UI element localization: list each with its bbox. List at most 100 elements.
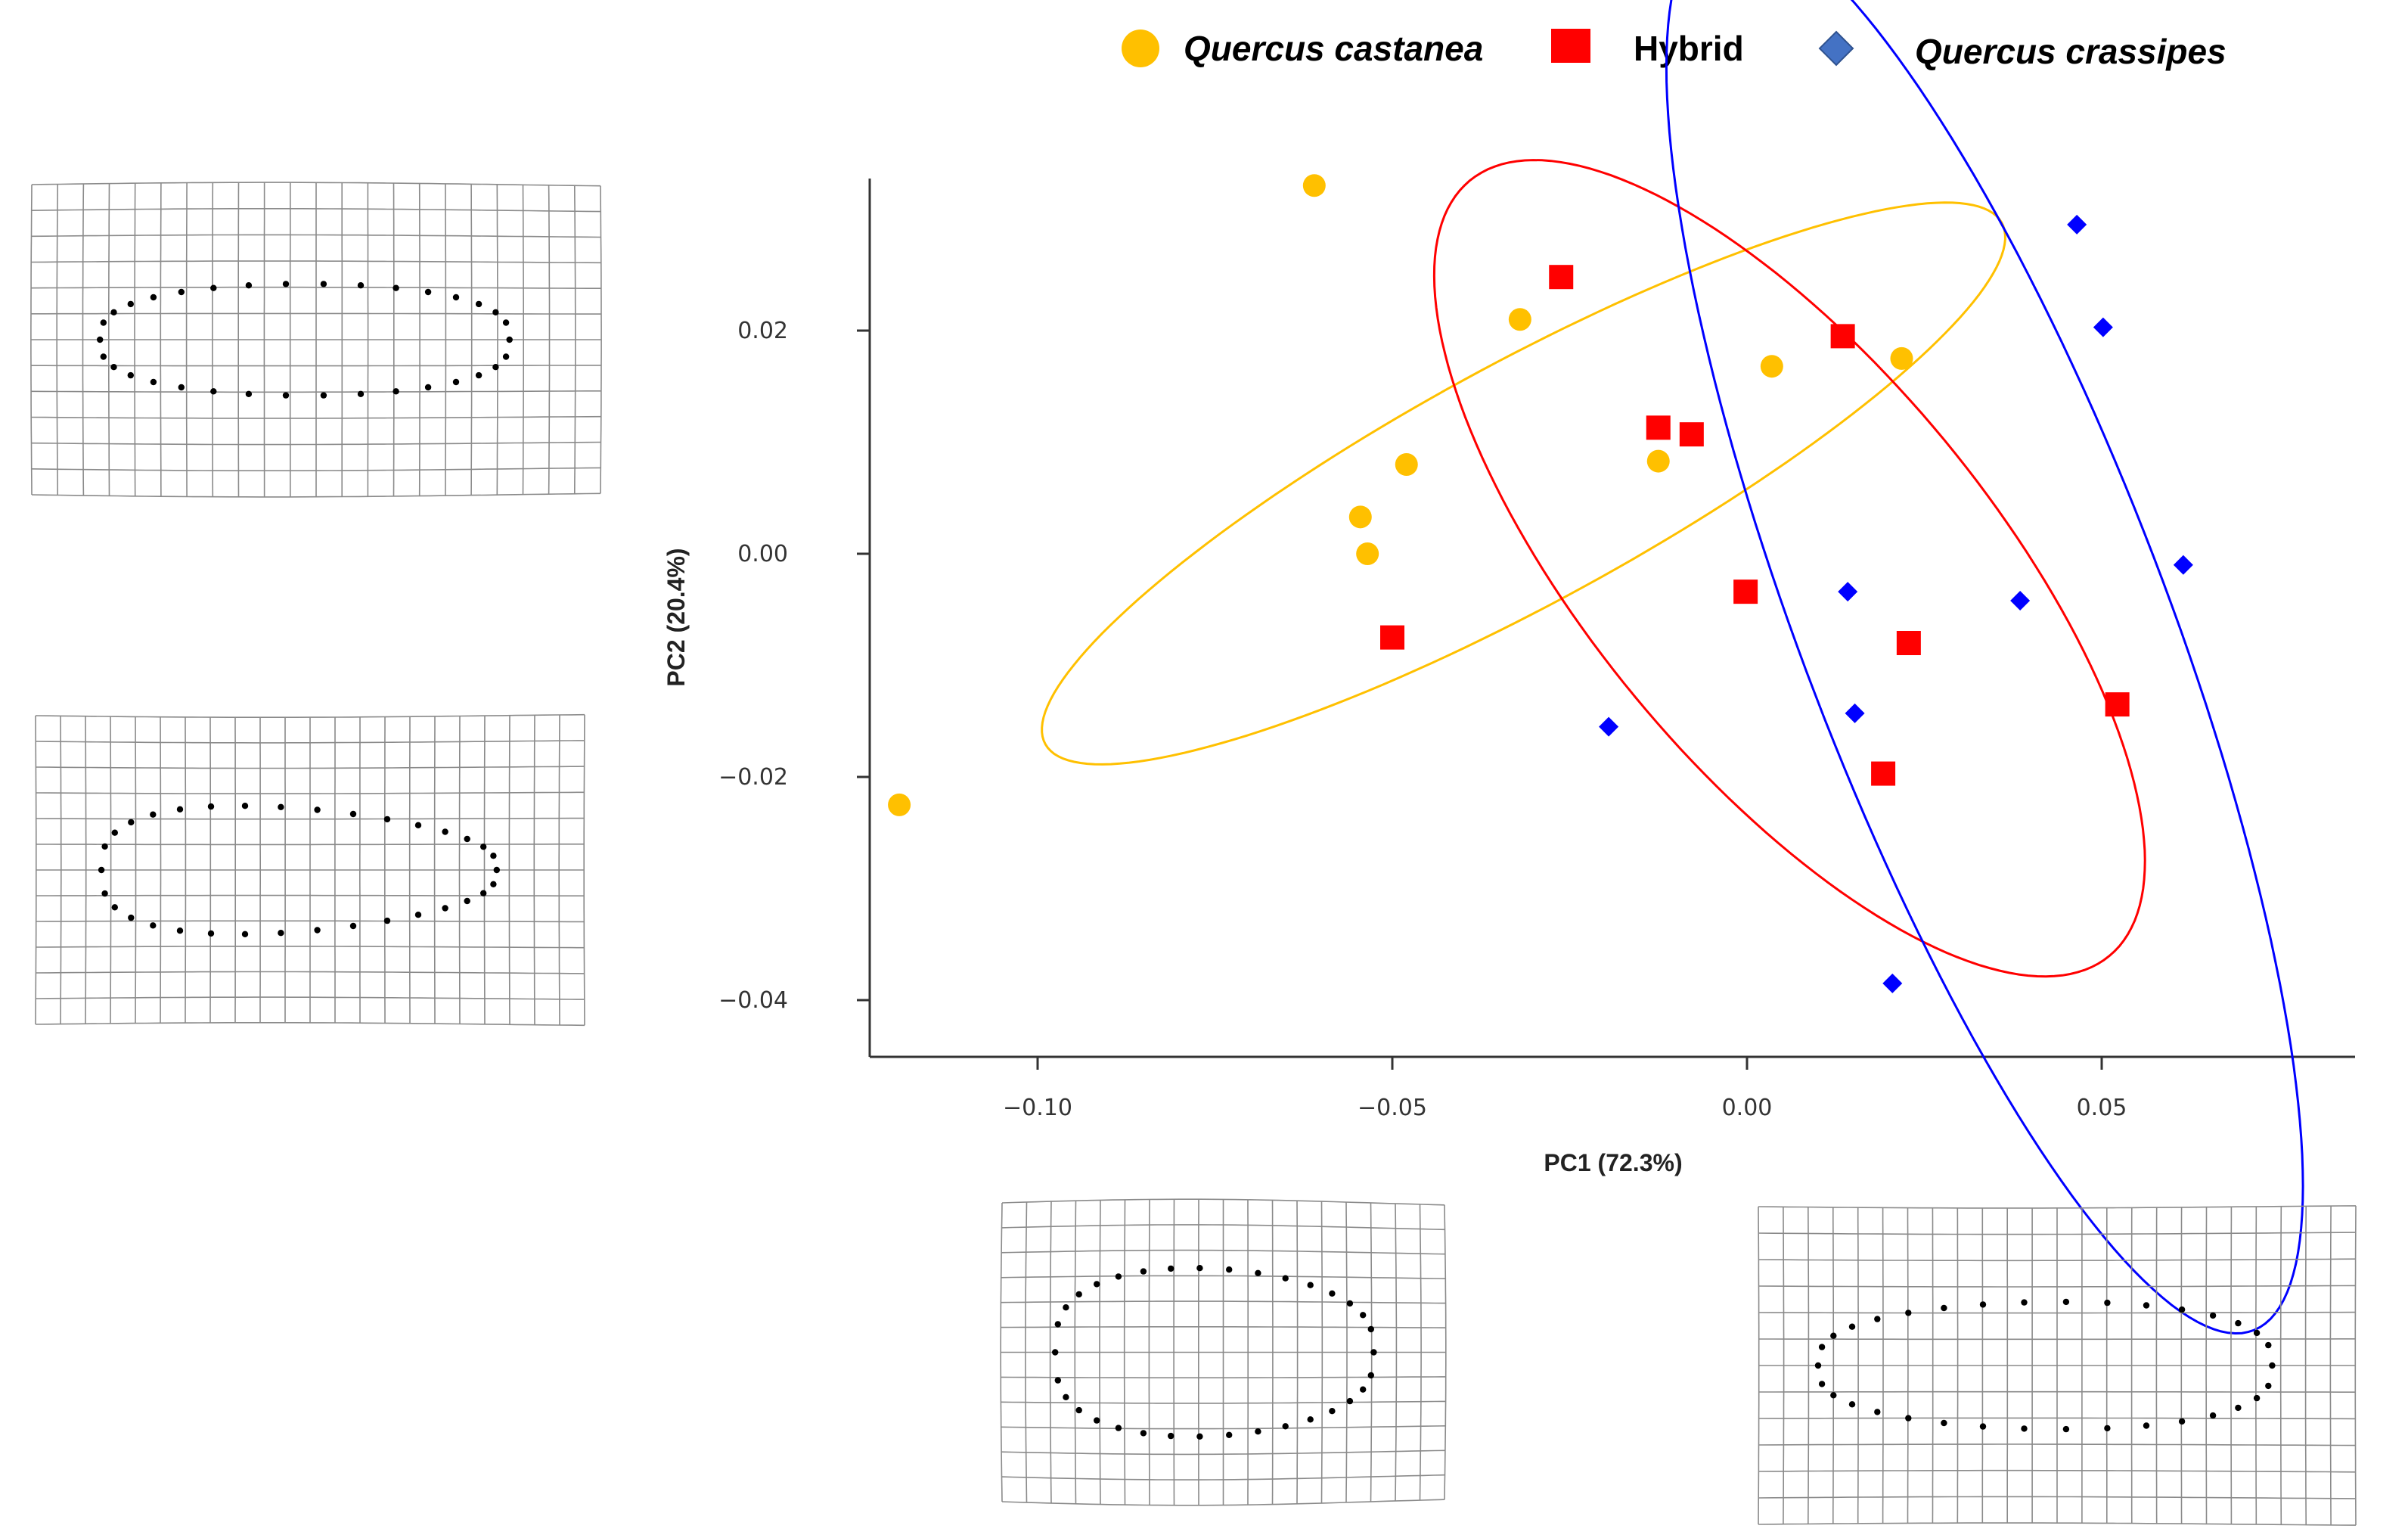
landmark-point (100, 319, 107, 326)
landmark-point (1075, 1406, 1082, 1414)
landmark-point (1282, 1275, 1289, 1282)
landmark-point (464, 897, 470, 905)
landmark-point (1115, 1425, 1122, 1431)
hybrid-point (1549, 265, 1574, 290)
hybrid-point (1679, 422, 1704, 447)
grid-line (1758, 1285, 2356, 1288)
landmark-point (1941, 1419, 1947, 1427)
landmark-point (1115, 1273, 1122, 1280)
grid-line (35, 1022, 585, 1027)
grid-line (1001, 1224, 1445, 1231)
grid-line (36, 946, 585, 949)
landmark-point (1168, 1265, 1175, 1272)
landmark-point (2269, 1362, 2276, 1369)
landmark-point (314, 927, 321, 934)
data-points (888, 174, 2193, 993)
landmark-point (414, 912, 422, 918)
landmark-point (393, 388, 399, 395)
landmark-point (1226, 1266, 1233, 1273)
castanea-point (1395, 453, 1418, 476)
landmark-point (1979, 1301, 1987, 1308)
landmark-point (1360, 1312, 1367, 1319)
landmark-point (1814, 1362, 1822, 1369)
landmark-point (1140, 1430, 1147, 1437)
hybrid-point (1646, 415, 1671, 440)
landmark-point (1367, 1372, 1375, 1379)
landmark-point (452, 378, 460, 386)
crassipes-point (1838, 582, 1858, 602)
crassipes-point (1845, 703, 1865, 723)
upper-left-deformation-grid (30, 182, 602, 498)
landmark-point (464, 835, 470, 843)
landmark-point (502, 319, 510, 326)
landmark-point (2178, 1418, 2186, 1425)
landmark-point (502, 353, 510, 360)
grid-line (31, 441, 601, 446)
landmark-point (480, 844, 487, 850)
grid-line (1758, 1205, 2357, 1209)
grid-line (31, 182, 601, 187)
confidence-ellipses (1041, 0, 2304, 1335)
grid-line (1001, 1275, 1446, 1279)
legend-label-castanea: Quercus castanea (1184, 29, 1483, 68)
landmark-point (349, 810, 357, 818)
landmark-point (176, 927, 184, 934)
landmark-point (97, 336, 104, 343)
grid-line (1001, 1400, 1446, 1404)
landmark-point (282, 392, 290, 399)
legend-marker-square (1551, 29, 1590, 63)
landmark-point (452, 294, 460, 301)
grid-line (1001, 1499, 1445, 1506)
landmark-point (210, 284, 217, 291)
landmark-point (1094, 1281, 1100, 1288)
grid-line (35, 713, 585, 719)
landmark-point (2265, 1382, 2272, 1390)
castanea-point (1890, 346, 1913, 370)
legend-item-hybrid: Hybrid (1551, 29, 1744, 68)
landmark-point (150, 811, 157, 818)
landmark-point (383, 816, 391, 823)
grid-line (583, 714, 585, 1026)
landmark-point (442, 905, 448, 912)
landmark-point (1168, 1432, 1175, 1440)
legend-item-crassipes: Quercus crassipes (1818, 30, 2226, 71)
landmark-point (1979, 1423, 1987, 1430)
landmark-point (320, 281, 327, 287)
landmark-point (1818, 1344, 1826, 1350)
landmark-point (178, 288, 185, 296)
landmark-point (475, 371, 483, 379)
landmark-point (2143, 1422, 2150, 1429)
landmark-point (2104, 1299, 2111, 1307)
landmark-point (1329, 1408, 1336, 1415)
landmark-point (475, 300, 483, 308)
landmark-point (2062, 1425, 2070, 1433)
landmark-point (2021, 1425, 2028, 1432)
grid-line (2354, 1205, 2357, 1526)
landmark-point (278, 930, 284, 937)
landmark-point (2062, 1298, 2070, 1306)
landmark-point (150, 378, 157, 386)
landmark-point (414, 822, 422, 829)
hybrid-point (1380, 625, 1404, 650)
landmark-point (101, 890, 108, 897)
landmark-point (1196, 1433, 1203, 1440)
landmark-point (101, 843, 108, 850)
crassipes-point (2067, 214, 2087, 235)
hybrid-ellipse (1432, 159, 2146, 978)
landmark-point (2253, 1394, 2261, 1402)
landmark-point (2235, 1319, 2242, 1327)
landmark-point (393, 284, 399, 291)
grid-line (36, 971, 585, 974)
landmark-point (150, 294, 157, 301)
grid-line (1758, 1443, 2356, 1446)
grid-line (1001, 1474, 1445, 1481)
landmark-point (2178, 1306, 2186, 1313)
castanea-ellipse (1041, 201, 2006, 766)
crassipes-point (1882, 973, 1903, 993)
grid-line (1758, 1258, 2356, 1262)
landmark-point (1848, 1323, 1856, 1330)
y-tick-label: 0.02 (737, 318, 788, 344)
grid-line (31, 234, 601, 238)
landmark-point (111, 904, 118, 911)
landmark-point (349, 922, 357, 930)
